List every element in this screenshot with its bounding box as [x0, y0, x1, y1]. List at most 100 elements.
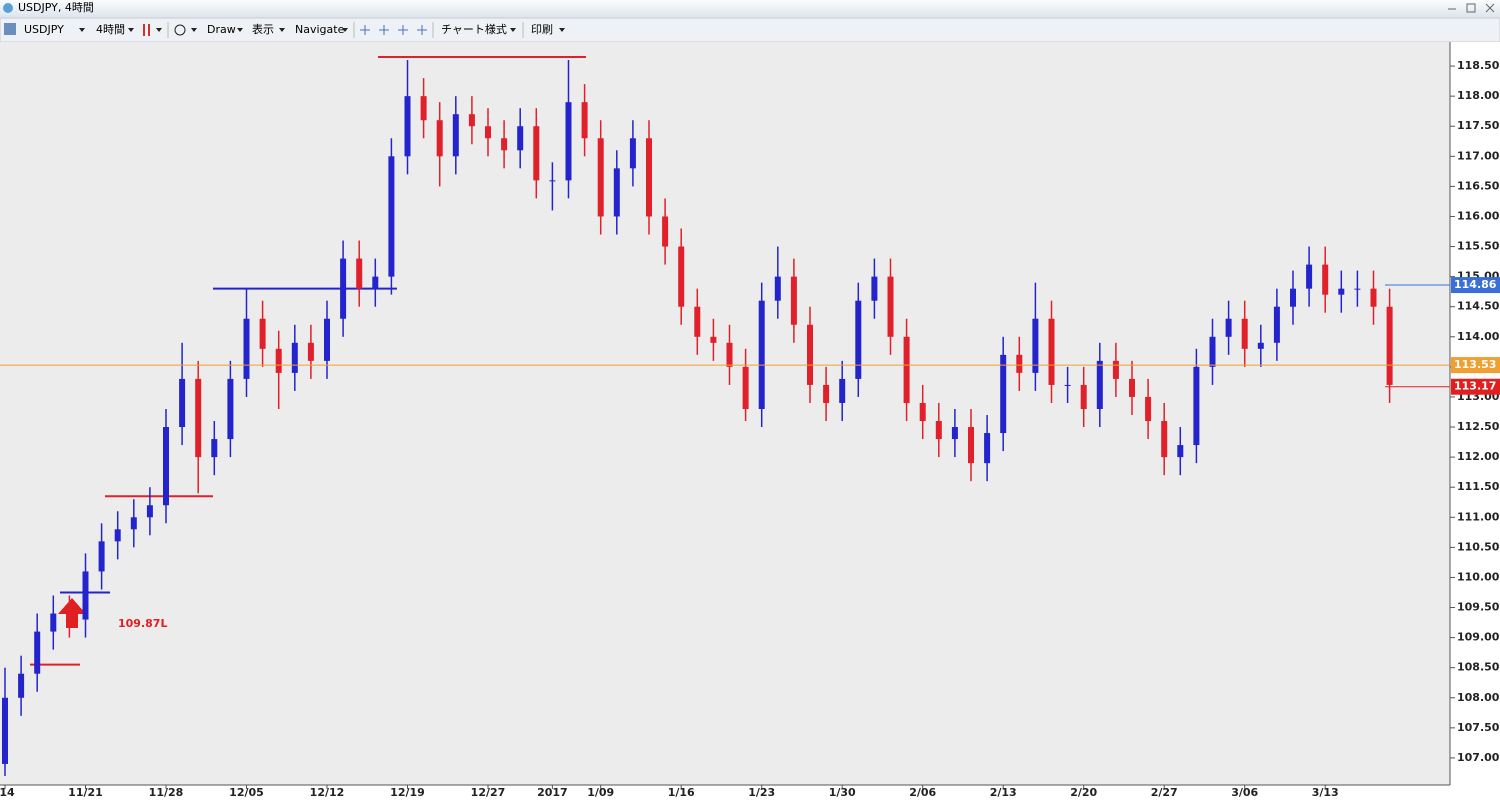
- candle-body: [726, 342, 733, 367]
- toolbar-item[interactable]: チャート様式: [441, 22, 507, 36]
- candle-body: [195, 378, 202, 458]
- x-tick-label: 2/20: [1070, 786, 1097, 799]
- candle-body: [404, 96, 411, 157]
- candle-body: [565, 102, 572, 181]
- x-tick-label: 1/23: [748, 786, 775, 799]
- symbol-icon: [4, 23, 16, 35]
- dropdown-arrow[interactable]: [156, 28, 162, 32]
- candle-body: [1145, 396, 1152, 422]
- candle-body: [935, 421, 942, 440]
- candle-body: [597, 138, 604, 217]
- candle-body: [1080, 384, 1087, 409]
- price-label-bg: [1451, 277, 1500, 294]
- x-tick-label: 1/30: [829, 786, 856, 799]
- candle-body: [839, 378, 846, 403]
- candle-body: [951, 427, 958, 440]
- price-axis: [1450, 42, 1500, 800]
- toolbar-item[interactable]: 4時間: [96, 23, 125, 36]
- price-label: 114.86: [1454, 278, 1497, 291]
- price-label: 113.53: [1454, 358, 1496, 371]
- candle-body: [275, 348, 282, 373]
- time-axis: [0, 785, 1450, 800]
- candle-body: [903, 336, 910, 403]
- dropdown-arrow[interactable]: [128, 28, 134, 32]
- y-tick-label: 114.00: [1457, 330, 1500, 343]
- candle-body: [678, 246, 685, 307]
- candle-body: [82, 571, 89, 620]
- dropdown-arrow[interactable]: [79, 28, 85, 32]
- y-tick-label: 107.00: [1457, 751, 1500, 764]
- candle-body: [356, 258, 363, 289]
- candle-body: [179, 378, 186, 428]
- dropdown-arrow[interactable]: [237, 28, 243, 32]
- candle-body: [130, 517, 137, 530]
- candle-body: [2, 697, 8, 764]
- x-tick-label: 1/09: [587, 786, 614, 799]
- candle-body: [1338, 288, 1345, 295]
- y-tick-label: 116.00: [1457, 209, 1500, 222]
- toolbar-item[interactable]: Navigate: [295, 23, 345, 36]
- candle-body: [146, 505, 153, 518]
- shape-icon[interactable]: [174, 24, 186, 36]
- candle-body: [291, 342, 298, 373]
- dropdown-arrow[interactable]: [510, 28, 516, 32]
- candle-body: [114, 529, 121, 542]
- plot-area: [0, 42, 1450, 785]
- toolbar-item[interactable]: 印刷: [531, 23, 553, 36]
- dropdown-arrow[interactable]: [279, 28, 285, 32]
- app-icon: [3, 3, 13, 13]
- y-tick-label: 108.00: [1457, 691, 1500, 704]
- candle-body: [1290, 288, 1296, 307]
- toolbar-item[interactable]: 表示: [252, 22, 274, 36]
- candle-body: [259, 318, 266, 349]
- y-tick-label: 108.50: [1457, 661, 1500, 674]
- y-tick-label: 110.50: [1457, 540, 1500, 553]
- x-tick-label: 3/06: [1231, 786, 1258, 799]
- dropdown-arrow[interactable]: [559, 28, 565, 32]
- candle-body: [1161, 421, 1168, 458]
- x-tick-label: 2/13: [990, 786, 1017, 799]
- window-controls[interactable]: [1448, 3, 1495, 13]
- candle-body: [485, 126, 491, 139]
- zoom-icons[interactable]: [360, 25, 427, 35]
- dropdown-arrow[interactable]: [342, 28, 348, 32]
- candle-body: [163, 427, 169, 506]
- candle-body: [1112, 360, 1119, 379]
- candle-body: [372, 276, 379, 289]
- y-tick-label: 111.00: [1457, 510, 1500, 523]
- x-tick-label: 11/21: [68, 786, 103, 799]
- candle-body: [984, 433, 991, 464]
- candle-body: [66, 613, 73, 620]
- candle-body: [420, 96, 427, 121]
- candle-body: [646, 138, 652, 217]
- toolbar-item[interactable]: USDJPY: [24, 23, 64, 36]
- dropdown-arrow[interactable]: [191, 28, 197, 32]
- maximize[interactable]: [1466, 3, 1476, 13]
- candle-body: [1193, 366, 1200, 446]
- y-tick-label: 112.00: [1457, 450, 1500, 463]
- candle-body: [34, 631, 41, 674]
- toolbar-item[interactable]: Draw: [207, 23, 236, 36]
- candle-body: [1048, 318, 1055, 385]
- candle-body: [1273, 306, 1280, 343]
- candle-body: [968, 427, 974, 464]
- y-tick-label: 116.50: [1457, 179, 1500, 192]
- candle-body: [517, 126, 524, 151]
- x-tick-label: 12/27: [471, 786, 506, 799]
- candle-body: [694, 306, 701, 337]
- candle-body: [742, 366, 749, 409]
- candle-body: [533, 126, 540, 181]
- up-arrow: [58, 598, 86, 628]
- candle-body: [1000, 354, 1007, 434]
- candle-body: [887, 276, 894, 337]
- candle-body: [1241, 318, 1248, 349]
- price-label: 113.17: [1454, 380, 1496, 393]
- candle-body: [436, 120, 443, 157]
- y-tick-label: 118.00: [1457, 89, 1500, 102]
- candle-body: [1177, 445, 1184, 458]
- candle-body: [468, 114, 475, 127]
- candle-body: [871, 276, 878, 301]
- candle-body: [919, 402, 926, 422]
- close[interactable]: [1485, 3, 1495, 13]
- candle-icon[interactable]: [143, 24, 150, 36]
